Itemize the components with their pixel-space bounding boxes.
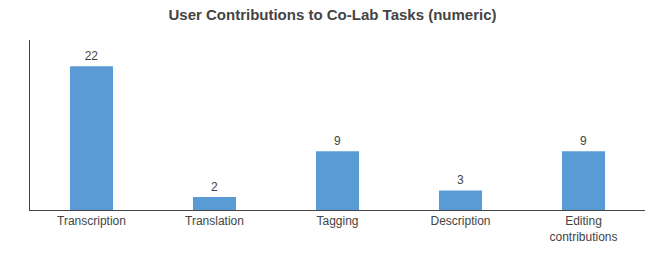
svg-text:22: 22	[85, 49, 99, 63]
svg-text:Description: Description	[430, 214, 490, 228]
svg-text:User Contributions to Co-Lab T: User Contributions to Co-Lab Tasks (nume…	[168, 6, 496, 23]
svg-text:2: 2	[211, 180, 218, 194]
svg-text:Tagging: Tagging	[316, 214, 358, 228]
svg-text:Editingcontributions: Editingcontributions	[549, 214, 617, 244]
svg-text:3: 3	[457, 173, 464, 187]
svg-text:Translation: Translation	[185, 214, 244, 228]
svg-text:Transcription: Transcription	[57, 214, 126, 228]
svg-text:9: 9	[334, 134, 341, 148]
svg-text:9: 9	[580, 134, 587, 148]
